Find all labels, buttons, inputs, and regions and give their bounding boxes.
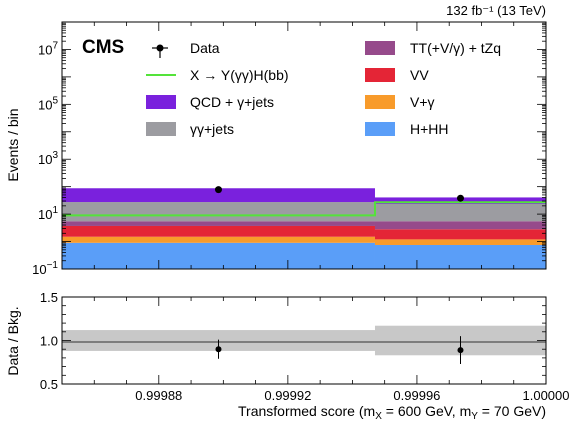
legend-gg-label: γγ+jets <box>190 121 234 137</box>
stack-bar-ttv-bin1 <box>374 221 546 230</box>
main-y-tick-label: 105 <box>38 95 58 112</box>
stack-bar-vg-bin0 <box>62 236 375 243</box>
stack-bar-hhh-bin0 <box>62 242 375 269</box>
legend: Data X → Y(γγ)H(bb) QCD + γ+jets γγ+jets… <box>146 40 501 137</box>
ratio-point-bin0 <box>215 346 222 353</box>
main-plot-frame <box>61 21 547 270</box>
main-y-tick-exp: 3 <box>52 150 58 161</box>
ratio-y-tick-label: 0.5 <box>40 377 58 392</box>
ratio-y-axis: 0.5 1.0 1.5 <box>40 290 546 392</box>
legend-signal-label: X → Y(γγ)H(bb) <box>190 67 289 83</box>
data-point-bin1 <box>456 194 464 202</box>
legend-vv-label: VV <box>410 67 429 83</box>
legend-entry-data: Data <box>152 40 220 58</box>
x-axis-label-part2: = 600 GeV, m <box>382 403 471 419</box>
cms-label: CMS <box>82 37 124 58</box>
legend-hhh-swatch <box>365 122 395 136</box>
signal-layer <box>62 201 546 217</box>
legend-ttv-label: TT(+V/γ) + tZq <box>410 40 501 56</box>
legend-vv-swatch <box>365 68 395 82</box>
stack-bar-qcd-bin0 <box>62 188 375 203</box>
main-y-tick-exp: 1 <box>52 205 58 216</box>
legend-qcd-swatch <box>146 95 176 109</box>
legend-ttv-swatch <box>365 41 395 55</box>
ratio-x-tick-label: 0.99992 <box>264 388 311 403</box>
main-y-tick-base: 10 <box>32 262 46 277</box>
legend-vg-label: V+γ <box>410 94 435 110</box>
ratio-point-bin1 <box>457 347 464 354</box>
main-y-tick-label: 103 <box>38 150 58 167</box>
ratio-band-layer <box>62 325 546 356</box>
stack-layer <box>62 188 546 269</box>
ratio-plot: 0.5 1.0 1.5 0.99988 0.99992 0.99996 1.00000 <box>40 290 570 403</box>
ratio-points-layer <box>215 336 464 364</box>
ratio-y-label: Data / Bkg. <box>5 306 21 375</box>
stack-bar-gg-bin1 <box>374 203 546 222</box>
main-y-tick-exp: −1 <box>47 260 59 271</box>
legend-gg-swatch <box>146 122 176 136</box>
main-y-tick-base: 10 <box>38 97 52 112</box>
x-axis-label: Transformed score (mX = 600 GeV, mY = 70… <box>238 403 546 422</box>
ratio-x-tick-label: 0.99988 <box>135 388 182 403</box>
legend-data-label: Data <box>190 40 220 56</box>
main-y-tick-base: 10 <box>38 207 52 222</box>
ratio-x-tick-label: 0.99996 <box>393 388 440 403</box>
legend-data-marker <box>156 44 164 52</box>
ratio-x-axis: 0.99988 0.99992 0.99996 1.00000 <box>93 297 570 403</box>
lumi-label: 132 fb⁻¹ (13 TeV) <box>446 3 546 18</box>
stack-bar-gg-bin0 <box>62 202 375 222</box>
x-axis-label-sub2: Y <box>471 411 478 422</box>
main-y-tick-label: 10−1 <box>32 260 58 277</box>
main-y-tick-label: 101 <box>38 205 58 222</box>
legend-entry-qcd: QCD + γ+jets <box>146 94 274 110</box>
legend-entry-hhh: H+HH <box>365 121 449 137</box>
main-y-tick-base: 10 <box>38 152 52 167</box>
stack-bar-vg-bin1 <box>374 239 546 245</box>
legend-entry-ttv: TT(+V/γ) + tZq <box>365 40 501 56</box>
main-y-tick-base: 10 <box>38 42 52 57</box>
legend-qcd-label: QCD + γ+jets <box>190 94 274 110</box>
x-axis-label-sub1: X <box>375 411 382 422</box>
ratio-y-tick-label: 1.0 <box>40 334 58 349</box>
stack-bar-ttv-bin0 <box>62 221 375 226</box>
main-y-tick-label: 107 <box>38 40 58 57</box>
stack-bar-vv-bin1 <box>374 229 546 240</box>
main-y-tick-exp: 7 <box>52 40 58 51</box>
legend-entry-vg: V+γ <box>365 94 435 110</box>
x-axis-label-part1: Transformed score (m <box>238 403 375 419</box>
main-y-label: Events / bin <box>5 108 21 181</box>
legend-entry-signal: X → Y(γγ)H(bb) <box>146 67 289 83</box>
stack-bar-hhh-bin1 <box>374 244 546 269</box>
legend-entry-gg: γγ+jets <box>146 121 234 137</box>
data-point-bin0 <box>214 186 222 194</box>
ratio-y-tick-label: 1.5 <box>40 290 58 305</box>
ratio-x-tick-label: 1.00000 <box>523 388 570 403</box>
legend-hhh-label: H+HH <box>410 121 449 137</box>
legend-vg-swatch <box>365 95 395 109</box>
legend-entry-vv: VV <box>365 67 429 83</box>
data-layer <box>214 186 464 202</box>
x-axis-label-part3: = 70 GeV) <box>478 403 546 419</box>
stack-bar-vv-bin0 <box>62 225 375 237</box>
main-x-ticks <box>93 22 547 269</box>
signal-line <box>62 201 546 217</box>
main-y-tick-exp: 5 <box>52 95 58 106</box>
